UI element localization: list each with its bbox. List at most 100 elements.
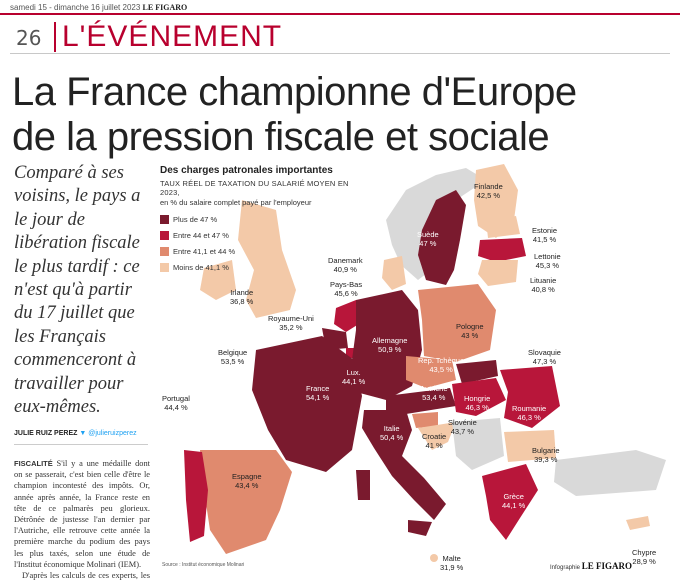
sicily-shape bbox=[408, 520, 432, 536]
legend-label: Plus de 47 % bbox=[173, 215, 218, 224]
country-value: 43,4 % bbox=[235, 481, 259, 490]
country-value: 47 % bbox=[419, 239, 437, 248]
credit-brand: LE FIGARO bbox=[581, 561, 632, 571]
country-value: 39,3 % bbox=[534, 455, 558, 464]
chart-source: Source : Institut économique Molinari bbox=[162, 562, 245, 568]
country-name: Suède bbox=[417, 230, 439, 239]
country-value: 41,5 % bbox=[532, 235, 557, 244]
author-twitter[interactable]: @julieruizperez bbox=[88, 430, 137, 437]
country-value: 42,5 % bbox=[476, 191, 501, 200]
country-name: Allemagne bbox=[372, 336, 408, 345]
country-value: 53,4 % bbox=[422, 393, 446, 402]
author-name: JULIE RUIZ PEREZ bbox=[14, 430, 78, 437]
body-paragraph-2: D'après les calculs de ces experts, les … bbox=[22, 571, 150, 581]
page-number: 26 bbox=[16, 26, 42, 50]
country-name: Belgique bbox=[218, 348, 248, 357]
country-label-spain: Espagne 43,4 % bbox=[232, 472, 262, 490]
country-value: 43 % bbox=[461, 331, 479, 340]
country-name: Autriche bbox=[420, 384, 448, 393]
country-name: Lituanie bbox=[530, 276, 557, 285]
greece-shape bbox=[482, 464, 538, 540]
country-label-hungary: Hongrie 46,3 % bbox=[464, 394, 490, 412]
europe-map bbox=[156, 160, 672, 578]
country-value: 46,3 % bbox=[517, 413, 541, 422]
country-value: 36,8 % bbox=[230, 297, 254, 306]
malta-shape bbox=[430, 554, 438, 562]
country-label-netherlands: Pays-Bas 45,6 % bbox=[330, 280, 362, 298]
country-label-austria: Autriche 53,4 % bbox=[420, 384, 448, 402]
country-name: Irlande bbox=[230, 288, 254, 297]
country-label-finland: Finlande 42,5 % bbox=[474, 182, 503, 200]
estonia-shape bbox=[486, 216, 520, 238]
headline: La France championne d'Europe de la pres… bbox=[12, 70, 672, 160]
issue-date: samedi 15 - dimanche 16 juillet 2023 LE … bbox=[10, 3, 187, 12]
country-name: Finlande bbox=[474, 182, 503, 191]
uk-shape bbox=[238, 200, 296, 318]
byline: JULIE RUIZ PEREZ ▼ @julieruizperez bbox=[14, 430, 148, 445]
chart-subtitle: TAUX RÉEL DE TAXATION DU SALARIÉ MOYEN E… bbox=[160, 179, 349, 197]
country-name: Pays-Bas bbox=[330, 280, 363, 289]
twitter-icon: ▼ bbox=[79, 430, 87, 437]
country-name: Pologne bbox=[456, 322, 484, 331]
country-value: 44,4 % bbox=[164, 403, 188, 412]
kicker: FISCALITÉ bbox=[14, 459, 53, 468]
country-label-portugal: Portugal 44,4 % bbox=[162, 394, 190, 412]
country-value: 45,3 % bbox=[535, 261, 560, 270]
legend-swatch bbox=[160, 263, 169, 272]
country-value: 43,7 % bbox=[450, 427, 475, 436]
map-svg bbox=[156, 160, 672, 578]
ireland-shape bbox=[200, 260, 236, 300]
austria-shape bbox=[386, 388, 456, 414]
country-name: Lettonie bbox=[534, 252, 561, 261]
country-name: France bbox=[306, 384, 330, 393]
section-rule bbox=[10, 53, 670, 54]
czech-shape bbox=[406, 356, 456, 388]
country-label-lithuania: Lituanie 40,8 % bbox=[530, 276, 556, 294]
section-divider bbox=[54, 22, 56, 52]
country-name: Rep. Tchèque bbox=[418, 356, 465, 365]
legend-item: Entre 44 et 47 % bbox=[160, 229, 360, 242]
slovakia-shape bbox=[456, 360, 498, 384]
country-label-germany: Allemagne 50,9 % bbox=[372, 336, 407, 354]
italy-shape bbox=[362, 410, 446, 520]
country-label-belgium: Belgique 53,5 % bbox=[218, 348, 247, 366]
country-label-romania: Roumanie 46,3 % bbox=[512, 404, 546, 422]
slovenia-shape bbox=[412, 412, 438, 428]
country-label-uk: Royaume-Uni 35,2 % bbox=[268, 314, 314, 332]
country-value: 45,6 % bbox=[334, 289, 358, 298]
byline-rule bbox=[14, 444, 148, 445]
denmark-shape bbox=[382, 256, 406, 290]
country-value: 44,1 % bbox=[342, 377, 366, 386]
chart-unit-note: en % du salaire complet payé par l'emplo… bbox=[160, 198, 312, 207]
legend-swatch bbox=[160, 215, 169, 224]
country-label-cyprus: Chypre 28,9 % bbox=[632, 548, 656, 566]
credit-prefix: Infographie bbox=[550, 565, 581, 571]
country-value: 47,3 % bbox=[532, 357, 557, 366]
country-label-malta: Malte 31,9 % bbox=[440, 554, 463, 572]
hungary-shape bbox=[452, 378, 506, 416]
portugal-shape bbox=[184, 450, 208, 542]
country-value: 40,8 % bbox=[531, 285, 555, 294]
netherlands-shape bbox=[334, 300, 362, 332]
country-value: 35,2 % bbox=[279, 323, 303, 332]
country-label-czech: Rep. Tchèque 43,5 % bbox=[418, 356, 464, 374]
chart-credit: Infographie LE FIGARO bbox=[550, 561, 632, 571]
country-name: Danemark bbox=[328, 256, 363, 265]
country-name: Slovaquie bbox=[528, 348, 561, 357]
legend-item: Plus de 47 % bbox=[160, 213, 360, 226]
country-value: 54,1 % bbox=[306, 393, 330, 402]
chart-title: Des charges patronales importantes bbox=[160, 165, 333, 176]
sweden-shape bbox=[418, 190, 466, 285]
country-label-italy: Italie 50,4 % bbox=[380, 424, 403, 442]
country-name: Grèce bbox=[503, 492, 524, 501]
turkey-shape bbox=[554, 450, 666, 496]
headline-line-1: La France championne d'Europe bbox=[12, 70, 577, 114]
country-value: 50,4 % bbox=[380, 433, 404, 442]
spain-shape bbox=[200, 450, 292, 554]
france-shape bbox=[252, 336, 362, 472]
country-label-poland: Pologne 43 % bbox=[456, 322, 484, 340]
country-name: Lux. bbox=[346, 368, 361, 377]
country-name: Chypre bbox=[632, 548, 657, 557]
legend-label: Moins de 41,1 % bbox=[173, 263, 229, 272]
date-text: samedi 15 - dimanche 16 juillet 2023 bbox=[10, 3, 141, 12]
